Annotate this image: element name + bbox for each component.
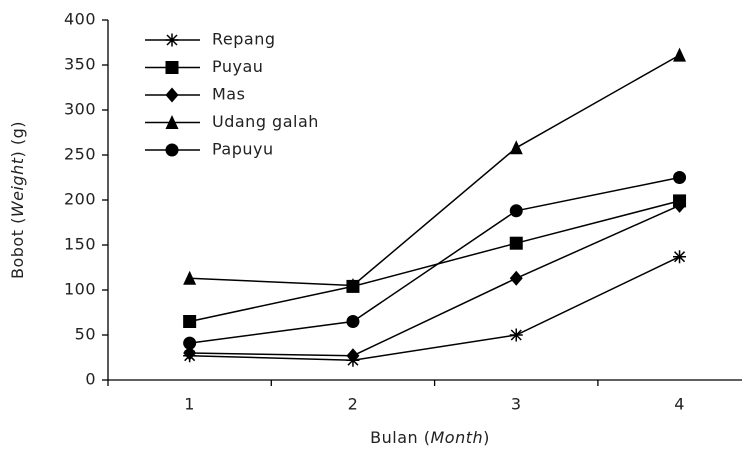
x-axis-label-part: Month bbox=[430, 428, 483, 447]
data-point bbox=[183, 315, 197, 328]
series-line bbox=[189, 176, 680, 344]
x-tick-label: 1 bbox=[184, 395, 195, 414]
data-point bbox=[673, 47, 687, 62]
series-line bbox=[189, 204, 680, 357]
data-point bbox=[509, 204, 523, 218]
data-point bbox=[673, 171, 687, 184]
legend-label: Mas bbox=[212, 85, 245, 104]
x-tick-label: 4 bbox=[674, 395, 685, 414]
series-line bbox=[189, 54, 680, 287]
y-tick-label: 300 bbox=[64, 100, 96, 119]
data-point bbox=[509, 236, 523, 250]
y-tick-label: 400 bbox=[64, 10, 96, 29]
data-point bbox=[673, 250, 687, 264]
series-line bbox=[189, 256, 680, 361]
data-point bbox=[183, 336, 197, 350]
legend-marker bbox=[165, 33, 179, 47]
x-tick-label: 3 bbox=[511, 395, 522, 414]
series-line bbox=[189, 200, 680, 323]
data-point bbox=[509, 140, 523, 155]
y-axis-label-part: ) (g) bbox=[8, 121, 27, 157]
legend-label: Puyau bbox=[212, 57, 263, 76]
data-point bbox=[673, 197, 687, 213]
y-tick-label: 0 bbox=[85, 370, 96, 389]
legend-marker bbox=[165, 115, 179, 129]
legend-marker bbox=[165, 87, 179, 103]
data-point bbox=[183, 270, 197, 285]
y-tick-label: 100 bbox=[64, 280, 96, 299]
data-point bbox=[509, 270, 523, 286]
y-axis-label-part: Bobot ( bbox=[8, 217, 27, 279]
y-tick-label: 50 bbox=[75, 325, 96, 344]
y-tick-label: 150 bbox=[64, 235, 96, 254]
y-tick-label: 200 bbox=[64, 190, 96, 209]
legend-marker bbox=[165, 143, 179, 157]
x-axis-label-part: Bulan ( bbox=[370, 428, 430, 447]
y-tick-label: 350 bbox=[64, 55, 96, 74]
data-point bbox=[183, 345, 197, 361]
data-point bbox=[509, 328, 523, 342]
x-axis-label: Bulan (Month) bbox=[370, 428, 490, 447]
legend-label: Repang bbox=[212, 30, 276, 49]
data-point bbox=[346, 315, 360, 328]
x-tick-label: 2 bbox=[348, 395, 359, 414]
y-axis-label-part: Weight bbox=[8, 157, 27, 217]
legend-label: Papuyu bbox=[212, 140, 274, 159]
y-axis-label: Bobot (Weight) (g) bbox=[8, 121, 27, 279]
legend-label: Udang galah bbox=[212, 112, 319, 131]
y-tick-label: 250 bbox=[64, 145, 96, 164]
data-point bbox=[346, 278, 360, 292]
data-point bbox=[346, 348, 360, 364]
x-axis-label-part: ) bbox=[483, 428, 490, 447]
legend-marker bbox=[165, 61, 179, 74]
